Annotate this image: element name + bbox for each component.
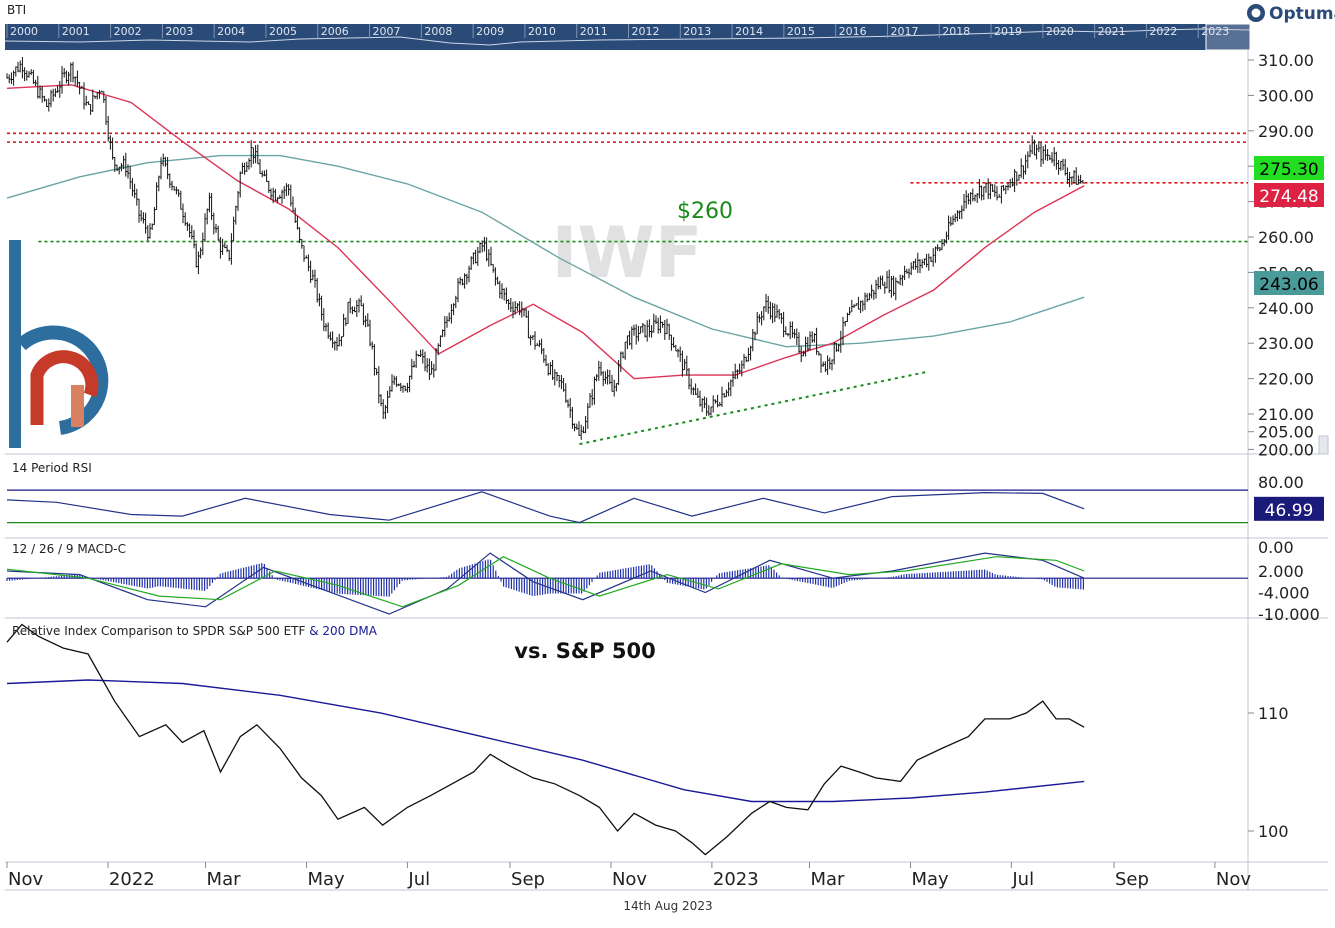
overview-year-label: 2022 [1149,25,1177,38]
price-y-tick-label: 200.00 [1258,440,1314,459]
overview-year-label: 2019 [994,25,1022,38]
price-tag [1254,183,1324,207]
macd-panel: 2.000 -4.000 -10.000 [6,552,1320,624]
ma200-line [6,154,1085,348]
price-y-tick-label: 205.00 [1258,423,1314,442]
overview-year-label: 2008 [424,25,452,38]
relative-y-tick-label: 110 [1258,704,1289,723]
optuma-logo: Optuma [1247,4,1335,24]
overview-year-label: 2017 [890,25,918,38]
overview-year-label: 2016 [839,25,867,38]
x-axis-tick-label: Jul [1011,869,1034,890]
symbol-label: BTI [7,3,26,17]
overview-year-label: 2023 [1201,25,1229,38]
price-y-tick-label: 240.00 [1258,299,1314,318]
macd-y-tick-label: -10.000 [1258,605,1320,624]
price-y-tick-label: 300.00 [1258,86,1314,105]
rsi-y-tick-label: 80.00 [1258,473,1304,492]
price-tag-label: 274.48 [1259,187,1318,207]
x-axis-tick-label: Mar [207,869,242,890]
x-axis-tick-label: Nov [8,869,43,890]
overview-year-label: 2001 [62,25,90,38]
price-y-tick-label: 260.00 [1258,228,1314,247]
ma50-line [6,84,1085,380]
price-tag-label: 243.06 [1259,275,1318,295]
x-axis-tick-label: Mar [811,869,846,890]
macd-title: 12 / 26 / 9 MACD-C [12,542,126,556]
overview-year-label: 2002 [114,25,142,38]
overview-year-label: 2015 [787,25,815,38]
relative-panel: 110 100 [6,623,1289,856]
overview-year-label: 2009 [476,25,504,38]
price-y-tick-label: 210.00 [1258,405,1314,424]
x-axis-tick-label: 2022 [109,869,155,890]
rsi-value-tag [1254,496,1324,521]
x-axis-tick-label: May [307,869,345,890]
price-tag [1254,271,1324,295]
overview-year-label: 2000 [10,25,38,38]
macd-histogram [6,559,1085,597]
support-trendline [579,371,926,446]
overview-year-label: 2021 [1098,25,1126,38]
price-annotation: $260 [677,199,733,224]
overview-window-selector[interactable] [1205,23,1251,51]
svg-text:Optuma: Optuma [1269,4,1335,24]
macd-y-tick-label: -4.000 [1258,584,1310,603]
rsi-line [6,491,1085,524]
publisher-logo [9,240,109,448]
price-y-tick-label: 220.00 [1258,370,1314,389]
price-panel: 310.00300.00290.00280.00270.00260.00250.… [6,51,1324,459]
price-y-tick-label: 230.00 [1258,334,1314,353]
price-tag [1254,156,1324,180]
rsi-y-tick-label: 0.00 [1258,538,1294,557]
rsi-title: 14 Period RSI [12,461,92,475]
overview-year-label: 2005 [269,25,297,38]
rsi-panel: 80.00 0.00 46.99 [6,473,1324,557]
overview-year-label: 2004 [217,25,245,38]
overview-year-label: 2003 [165,25,193,38]
overview-year-label: 2014 [735,25,763,38]
price-y-tick-label: 290.00 [1258,122,1314,141]
relative-line [6,623,1085,856]
rsi-value-label: 46.99 [1265,501,1314,521]
scroll-handle[interactable] [1318,435,1329,455]
x-axis-tick-label: May [911,869,949,890]
x-axis-tick-label: Nov [1216,869,1251,890]
overview-year-label: 2012 [632,25,660,38]
x-axis-tick-label: Sep [1115,869,1149,890]
overview-year-label: 2018 [942,25,970,38]
macd-line [6,552,1085,615]
x-axis-tick-label: Nov [612,869,647,890]
relative-ma200-line [6,679,1085,803]
macd-y-tick-label: 2.000 [1258,562,1304,581]
x-axis-tick-label: Jul [407,869,430,890]
chart-date: 14th Aug 2023 [623,899,712,913]
overview-year-label: 2010 [528,25,556,38]
watermark: IWF [551,212,702,294]
price-bars [6,57,1085,440]
overview-year-label: 2011 [580,25,608,38]
relative-title: Relative Index Comparison to SPDR S&P 50… [12,624,378,638]
price-tag-label: 275.30 [1259,160,1318,180]
x-axis: Nov 2022 Mar May Jul Sep Nov 2023 Mar May Jul Sep No… [6,862,1251,890]
relative-annotation: vs. S&P 500 [514,639,655,663]
price-y-tick-label: 310.00 [1258,51,1314,70]
overview-year-label: 2020 [1046,25,1074,38]
x-axis-tick-label: 2023 [713,869,759,890]
x-axis-tick-label: Sep [511,869,545,890]
overview-year-label: 2007 [373,25,401,38]
overview-price-line [4,28,1251,46]
overview-year-label: 2006 [321,25,349,38]
overview-year-label: 2013 [683,25,711,38]
relative-y-tick-label: 100 [1258,822,1289,841]
macd-signal-line [6,556,1085,608]
